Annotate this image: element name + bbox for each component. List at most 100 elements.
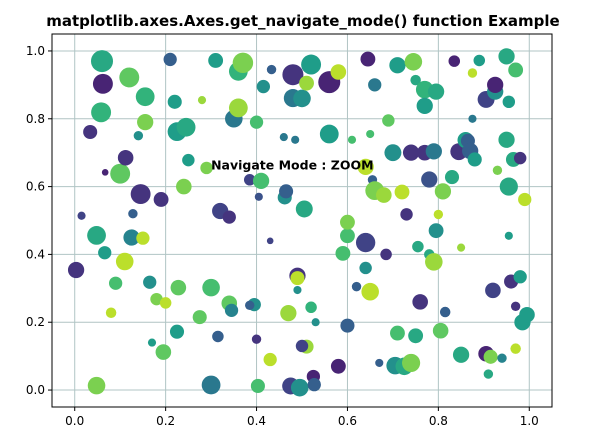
scatter-point (105, 307, 117, 318)
axis-ticks: 0.0 0.2 0.4 0.6 0.8 1.0 0.0 0.2 0.4 0.6 0.8 1.0 (26, 44, 539, 428)
scatter-point (335, 245, 351, 261)
scatter-point (513, 270, 527, 284)
scatter-point (280, 304, 297, 322)
scatter-point (249, 115, 264, 129)
scatter-point (201, 375, 221, 395)
scatter-point (293, 285, 302, 295)
chart-title: matplotlib.axes.Axes.get_navigate_mode()… (46, 12, 559, 30)
scatter-point (467, 68, 478, 78)
scatter-point (290, 378, 309, 397)
scatter-point (402, 353, 421, 373)
scatter-point (375, 358, 384, 367)
scatter-point (77, 211, 86, 220)
scatter-point (182, 153, 195, 167)
scatter-point (361, 282, 379, 301)
scatter-point (504, 231, 513, 240)
scatter-point (150, 292, 163, 306)
scatter-point (115, 252, 134, 271)
scatter-point (119, 67, 140, 88)
scatter-point (299, 75, 314, 91)
scatter-point (143, 275, 157, 289)
scatter-point (513, 151, 527, 165)
scatter-point (498, 48, 515, 65)
scatter-point (232, 52, 254, 74)
scatter-point (91, 102, 112, 123)
scatter-point (382, 114, 395, 127)
scatter-point (425, 253, 443, 271)
scatter-point (266, 237, 274, 245)
x-tick-label: 0.4 (247, 414, 266, 428)
scatter-point (428, 223, 444, 239)
scatter-point (305, 301, 317, 314)
scatter-point (402, 144, 420, 161)
scatter-point (457, 243, 466, 252)
scatter-point (355, 232, 376, 253)
scatter-point (510, 301, 521, 311)
scatter-point (508, 62, 524, 78)
scatter-point (117, 149, 134, 166)
scatter-point (208, 53, 224, 68)
scatter-point (200, 161, 213, 175)
scatter-point (256, 79, 271, 94)
scatter-point (421, 171, 438, 188)
scatter-point (416, 97, 433, 115)
scatter-point (473, 54, 486, 67)
scatter-point (266, 64, 277, 75)
scatter-point (351, 281, 362, 292)
scatter-point (137, 114, 154, 131)
y-tick-label: 1.0 (26, 44, 45, 58)
scatter-point (128, 209, 138, 219)
scatter-point (498, 131, 515, 148)
y-tick-label: 0.0 (26, 383, 45, 397)
scatter-point (467, 152, 482, 167)
scatter-point (319, 124, 339, 144)
scatter-point (282, 64, 304, 86)
scatter-point (176, 117, 196, 137)
scatter-point (347, 135, 357, 144)
scatter-point (400, 208, 413, 221)
scatter-point (492, 165, 503, 176)
scatter-point (485, 282, 501, 299)
scatter-point (170, 279, 187, 296)
scatter-point (307, 377, 321, 392)
scatter-point (67, 261, 85, 279)
scatter-point (499, 177, 518, 196)
scatter-point (123, 229, 140, 246)
y-tick-label: 0.2 (26, 315, 45, 329)
scatter-point (252, 172, 270, 189)
scatter-point (410, 74, 421, 86)
scatter-point (408, 328, 424, 344)
scatter-point (169, 324, 185, 339)
scatter-point (87, 226, 106, 245)
scatter-point (147, 338, 157, 347)
scatter-point (394, 184, 410, 200)
scatter-point (389, 57, 406, 74)
scatter-point (360, 51, 376, 67)
scatter-point (384, 144, 402, 162)
scatter-point (250, 378, 265, 394)
scatter-point (98, 246, 112, 260)
scatter-point (330, 358, 346, 374)
scatter-point (432, 322, 449, 339)
x-tick-label: 0.2 (156, 414, 175, 428)
scatter-point (254, 192, 263, 201)
scatter-point (359, 261, 372, 275)
scatter-point (108, 276, 123, 290)
scatter-point (202, 278, 220, 297)
scatter-point (434, 183, 452, 200)
scatter-point (340, 214, 355, 230)
scatter-point (448, 55, 461, 67)
scatter-point (136, 231, 150, 245)
scatter-point (293, 89, 311, 108)
scatter-point (251, 334, 262, 344)
scatter-point (197, 96, 207, 105)
scatter-point (390, 325, 405, 341)
scatter-point (224, 303, 239, 317)
scatter-point (433, 209, 444, 220)
scatter-point (279, 184, 294, 199)
scatter-point (212, 330, 224, 343)
scatter-point (518, 192, 532, 207)
y-tick-label: 0.8 (26, 112, 45, 126)
